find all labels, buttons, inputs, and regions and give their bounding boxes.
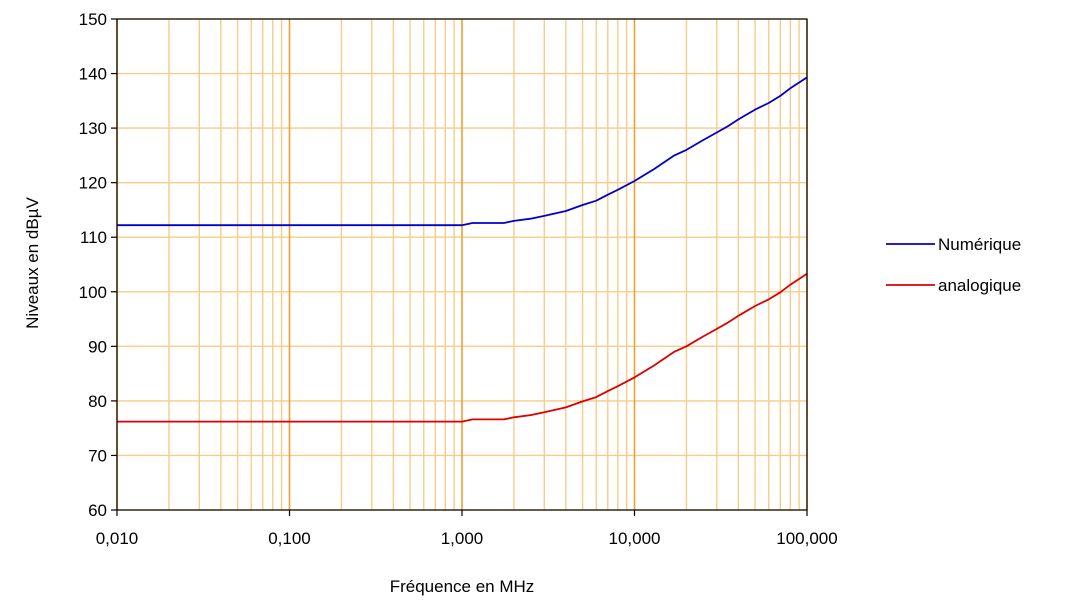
series-line-num-rique: [117, 76, 808, 227]
x-axis-title: Fréquence en MHz: [390, 577, 535, 596]
axes: [111, 18, 808, 516]
minor-gridlines: [117, 18, 807, 511]
legend-label: Numérique: [938, 235, 1021, 254]
y-tick-label: 130: [79, 119, 107, 138]
y-tick-label: 120: [79, 174, 107, 193]
y-tick-label: 70: [88, 446, 107, 465]
y-tick-label: 110: [80, 228, 107, 247]
x-tick-label: 1,000: [441, 529, 484, 548]
y-tick-label: 100: [79, 283, 107, 302]
y-tick-label: 90: [88, 337, 107, 356]
y-tick-label: 60: [88, 501, 107, 520]
legend-label: analogique: [938, 276, 1021, 295]
tick-labels: 60 70 80 90 100 110 120 130 140 150 0,010 0,100 1,00…: [79, 10, 838, 548]
series-lines: [117, 76, 808, 423]
x-tick-label: 10,000: [609, 529, 661, 548]
x-tick-label: 0,010: [96, 529, 139, 548]
y-tick-label: 140: [79, 65, 107, 84]
x-tick-label: 0,100: [268, 529, 311, 548]
y-axis-title: Niveaux en dBµV: [23, 196, 42, 328]
y-tick-label: 150: [79, 10, 107, 29]
legend: Numérique analogique: [886, 235, 1021, 295]
series-line-analogique: [117, 273, 808, 423]
x-tick-label: 100,000: [776, 529, 837, 548]
y-tick-label: 80: [88, 392, 107, 411]
